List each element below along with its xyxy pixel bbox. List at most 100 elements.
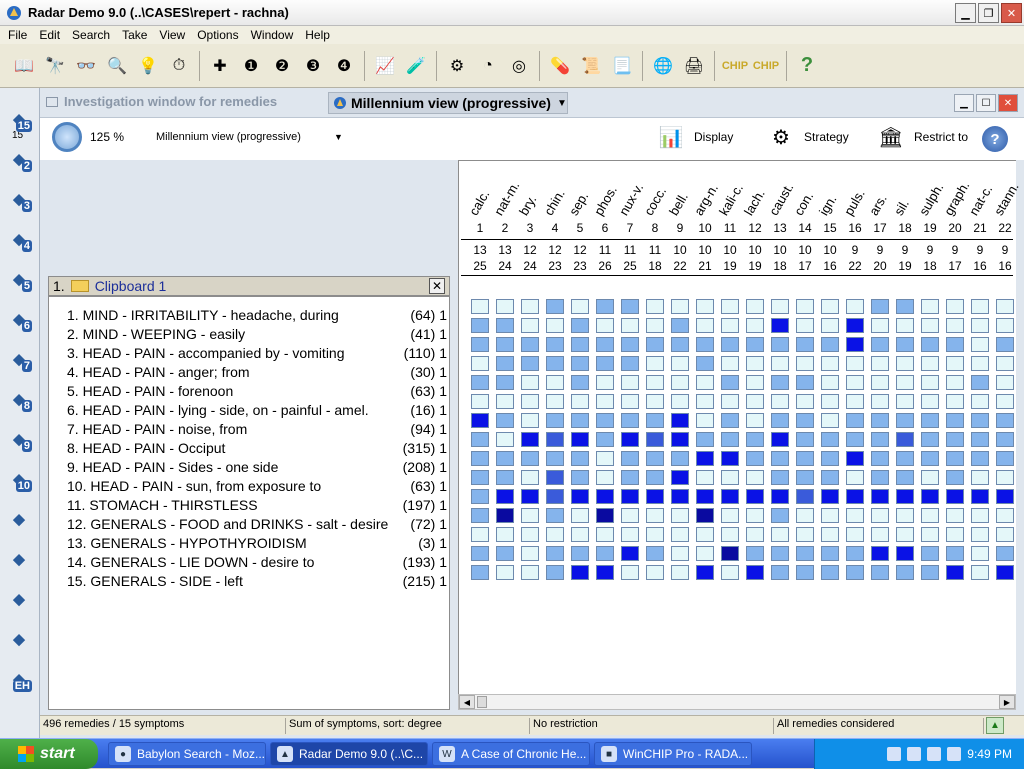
grade-cell[interactable]: [921, 375, 939, 390]
grade-cell[interactable]: [546, 299, 564, 314]
grade-cell[interactable]: [596, 318, 614, 333]
grade-cell[interactable]: [871, 451, 889, 466]
grade-cell[interactable]: [621, 375, 639, 390]
scroll-left-arrow[interactable]: ◀: [459, 695, 475, 709]
doc-close-button[interactable]: ✕: [998, 94, 1018, 112]
rubric-row[interactable]: 1. MIND - IRRITABILITY - headache, durin…: [67, 307, 447, 326]
grade-cell[interactable]: [996, 432, 1014, 447]
remedy-name[interactable]: sil.: [891, 196, 912, 218]
menu-take[interactable]: Take: [122, 28, 148, 42]
grade-cell[interactable]: [671, 394, 689, 409]
grade-cell[interactable]: [971, 337, 989, 352]
grade-cell[interactable]: [496, 527, 514, 542]
grade-cell[interactable]: [746, 337, 764, 352]
grade-cell[interactable]: [596, 489, 614, 504]
grade-cell[interactable]: [471, 470, 489, 485]
grade-cell[interactable]: [721, 337, 739, 352]
grade-cell[interactable]: [471, 375, 489, 390]
grade-cell[interactable]: [646, 375, 664, 390]
grade-cell[interactable]: [971, 508, 989, 523]
rubric-row[interactable]: 6. HEAD - PAIN - lying - side, on - pain…: [67, 402, 447, 421]
grade-cell[interactable]: [871, 299, 889, 314]
grade-cell[interactable]: [746, 356, 764, 371]
grade-cell[interactable]: [821, 375, 839, 390]
grade-cell[interactable]: [971, 451, 989, 466]
grade-cell[interactable]: [896, 356, 914, 371]
grade-cell[interactable]: [771, 527, 789, 542]
grade-cell[interactable]: [946, 546, 964, 561]
grade-cell[interactable]: [646, 394, 664, 409]
remedy-name[interactable]: bry.: [516, 192, 540, 218]
grade-cell[interactable]: [546, 470, 564, 485]
grade-cell[interactable]: [896, 546, 914, 561]
grade-cell[interactable]: [896, 565, 914, 580]
grade-cell[interactable]: [971, 432, 989, 447]
grade-cell[interactable]: [496, 337, 514, 352]
close-icon[interactable]: ✕: [429, 278, 445, 294]
remedy-name[interactable]: chin.: [541, 186, 568, 218]
grade-cell[interactable]: [571, 356, 589, 371]
tab-millennium-view[interactable]: Millennium view (progressive) ▼: [328, 92, 568, 114]
menu-file[interactable]: File: [8, 28, 28, 42]
grade-cell[interactable]: [596, 299, 614, 314]
grade-cell[interactable]: [721, 394, 739, 409]
grade-cell[interactable]: [996, 318, 1014, 333]
grade-cell[interactable]: [621, 565, 639, 580]
grade-cell[interactable]: [546, 394, 564, 409]
rubric-row[interactable]: 12. GENERALS - FOOD and DRINKS - salt - …: [67, 516, 447, 535]
grade-cell[interactable]: [821, 394, 839, 409]
stopwatch-icon[interactable]: ⏱: [172, 56, 186, 74]
grade-cell[interactable]: [621, 394, 639, 409]
grade-cell[interactable]: [571, 470, 589, 485]
take-icon[interactable]: ✚: [213, 57, 227, 75]
task-word[interactable]: W A Case of Chronic He...: [432, 742, 590, 766]
grade-cell[interactable]: [871, 394, 889, 409]
close-button[interactable]: ✕: [1001, 3, 1022, 23]
remedy-name[interactable]: caust.: [766, 180, 797, 218]
grade-cell[interactable]: [546, 451, 564, 466]
grade-cell[interactable]: [521, 470, 539, 485]
test-tubes-icon[interactable]: 🧪: [406, 57, 426, 75]
remedy-name[interactable]: lach.: [741, 186, 768, 218]
grade-cell[interactable]: [946, 337, 964, 352]
grade-cell[interactable]: [496, 375, 514, 390]
grade-cell[interactable]: [921, 527, 939, 542]
grade-cell[interactable]: [796, 546, 814, 561]
grade-cell[interactable]: [521, 508, 539, 523]
grade-cell[interactable]: [746, 394, 764, 409]
case-icon[interactable]: ◆15: [6, 106, 32, 132]
task-babylon[interactable]: ● Babylon Search - Moz...: [108, 742, 266, 766]
grade-cell[interactable]: [721, 299, 739, 314]
chip-icon[interactable]: CHIP: [721, 59, 749, 72]
glasses-icon[interactable]: 👓: [76, 57, 96, 75]
grade-cell[interactable]: [646, 508, 664, 523]
grade-cell[interactable]: [821, 527, 839, 542]
rubric-row[interactable]: 10. HEAD - PAIN - sun, from exposure to (…: [67, 478, 447, 497]
grade-cell[interactable]: [721, 356, 739, 371]
grade-cell[interactable]: [996, 527, 1014, 542]
grade-cell[interactable]: [721, 451, 739, 466]
grade-cell[interactable]: [521, 318, 539, 333]
remedy-name[interactable]: graph.: [941, 178, 973, 218]
grade-cell[interactable]: [771, 356, 789, 371]
grade-cell[interactable]: [546, 413, 564, 428]
tool5-icon[interactable]: ◆ 5: [13, 271, 32, 292]
grade-cell[interactable]: [871, 356, 889, 371]
grade-cell[interactable]: [946, 432, 964, 447]
grade-cell[interactable]: [546, 527, 564, 542]
key-icon[interactable]: ◆: [13, 511, 25, 528]
remedy-name[interactable]: con.: [791, 189, 817, 218]
grade-cell[interactable]: [996, 451, 1014, 466]
grade-cell[interactable]: [646, 356, 664, 371]
security-icon[interactable]: [947, 747, 962, 761]
minimize-button[interactable]: ▁: [955, 3, 976, 23]
grade-cell[interactable]: [721, 508, 739, 523]
grade-cell[interactable]: [921, 356, 939, 371]
grade-cell[interactable]: [746, 508, 764, 523]
tool2-icon[interactable]: ◆ 2: [13, 151, 32, 172]
grade-cell[interactable]: [696, 432, 714, 447]
grade-cell[interactable]: [746, 375, 764, 390]
grade-cell[interactable]: [571, 318, 589, 333]
grade-cell[interactable]: [496, 432, 514, 447]
grade-cell[interactable]: [971, 394, 989, 409]
